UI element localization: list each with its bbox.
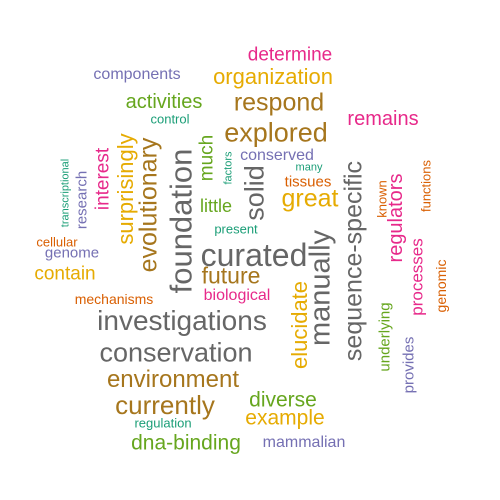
word-environment: environment	[106, 366, 240, 393]
word-dna-binding: dna-binding	[131, 431, 241, 455]
word-much: much	[196, 134, 218, 182]
word-functions: functions	[418, 159, 434, 213]
word-organization: organization	[213, 64, 333, 89]
word-cellular: cellular	[36, 234, 78, 250]
word-known: known	[374, 180, 390, 218]
word-respond: respond	[233, 88, 325, 117]
word-example: example	[245, 406, 325, 430]
word-remains: remains	[347, 108, 419, 130]
word-genome: genome	[44, 244, 100, 262]
word-future: future	[201, 262, 261, 289]
word-provides: provides	[400, 336, 418, 394]
word-control: control	[150, 111, 190, 127]
word-conserved: conserved	[240, 147, 314, 164]
word-explored: explored	[224, 117, 328, 148]
word-research: research	[73, 170, 91, 230]
word-conservation: conservation	[99, 337, 253, 368]
word-components: components	[93, 66, 181, 83]
word-tissues: tissues	[284, 173, 332, 191]
word-currently: currently	[115, 390, 215, 420]
word-genomic: genomic	[433, 259, 449, 313]
word-present: present	[214, 221, 258, 237]
word-sequence-specific: sequence-specific	[339, 160, 368, 362]
word-foundation: foundation	[163, 148, 199, 294]
word-transcriptional: transcriptional	[59, 158, 72, 228]
word-factors: factors	[222, 151, 235, 185]
word-investigations: investigations	[97, 305, 267, 336]
word-contain: contain	[34, 263, 96, 285]
word-regulation: regulation	[134, 415, 192, 431]
word-diverse: diverse	[249, 388, 317, 412]
word-great: great	[281, 184, 339, 213]
word-many: many	[295, 161, 323, 174]
word-evolutionary: evolutionary	[134, 137, 163, 273]
word-solid: solid	[239, 165, 270, 221]
word-activities: activities	[125, 91, 203, 113]
word-interest: interest	[92, 147, 114, 211]
word-curated: curated	[200, 237, 308, 273]
word-elucidate: elucidate	[287, 280, 312, 370]
word-biological: biological	[203, 287, 271, 304]
word-mechanisms: mechanisms	[74, 291, 154, 307]
word-little: little	[199, 196, 233, 216]
word-underlying: underlying	[376, 302, 394, 372]
word-mammalian: mammalian	[262, 434, 346, 451]
word-processes: processes	[407, 238, 427, 316]
word-determine: determine	[247, 44, 333, 66]
